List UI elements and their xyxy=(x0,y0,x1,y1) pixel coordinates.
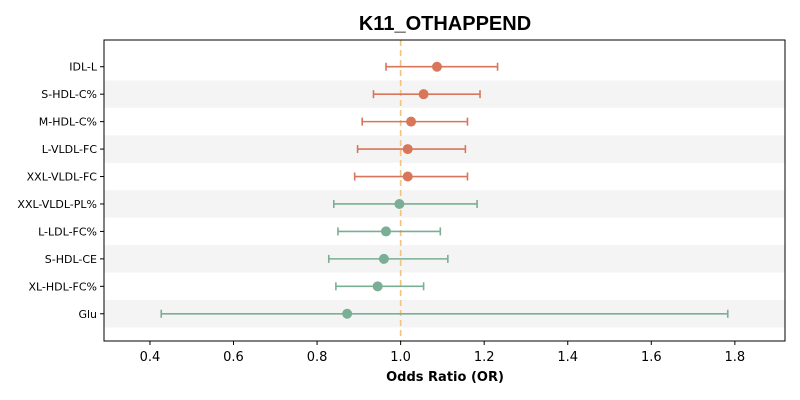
y-tick-label: L-LDL-FC% xyxy=(38,225,97,238)
ci-bar xyxy=(160,309,729,318)
x-tick-label: 1.6 xyxy=(641,350,662,365)
y-tick-label: IDL-L xyxy=(69,61,98,74)
y-tick-label: S-HDL-CE xyxy=(45,253,97,266)
or-point xyxy=(418,89,429,100)
x-tick-label: 1.2 xyxy=(474,350,495,365)
x-tick-label: 0.6 xyxy=(223,350,244,365)
or-point xyxy=(381,226,392,237)
x-axis: 0.4 0.6 0.8 1.0 1.2 1.4 1.6 1.8 xyxy=(140,341,746,365)
chart-title: K11_OTHAPPEND xyxy=(359,13,531,35)
x-axis-label: Odds Ratio (OR) xyxy=(386,370,504,385)
y-tick-label: M-HDL-C% xyxy=(39,116,97,129)
y-tick-label: XL-HDL-FC% xyxy=(28,280,97,293)
ci-bar xyxy=(332,199,478,208)
or-point xyxy=(372,281,383,292)
x-tick-label: 0.4 xyxy=(140,350,161,365)
x-tick-label: 1.0 xyxy=(390,350,411,365)
y-tick-label: L-VLDL-FC xyxy=(42,143,98,156)
or-point xyxy=(406,116,417,127)
y-tick-label: Glu xyxy=(78,308,97,321)
odds-ratio-points xyxy=(342,61,442,319)
y-tick-label: XXL-VLDL-FC xyxy=(27,171,98,184)
y-tick-label: S-HDL-C% xyxy=(41,88,97,101)
y-axis: IDL-L S-HDL-C% M-HDL-C% L-VLDL-FC XXL-VLDL-F… xyxy=(17,61,104,321)
x-tick-label: 1.4 xyxy=(557,350,578,365)
or-point xyxy=(431,61,442,72)
or-point xyxy=(402,171,413,182)
plot-frame xyxy=(103,39,786,342)
or-point xyxy=(402,144,413,155)
x-tick-label: 0.8 xyxy=(307,350,328,365)
or-point xyxy=(394,198,405,209)
y-tick-label: XXL-VLDL-PL% xyxy=(17,198,97,211)
or-point xyxy=(378,253,389,264)
x-tick-label: 1.8 xyxy=(725,350,746,365)
or-point xyxy=(342,308,353,319)
